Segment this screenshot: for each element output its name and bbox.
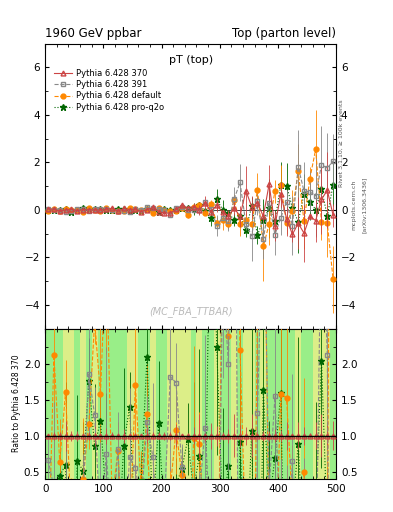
- Bar: [261, 329, 266, 479]
- Text: mcplots.cern.ch: mcplots.cern.ch: [352, 180, 357, 230]
- Bar: [214, 329, 220, 479]
- Bar: [92, 329, 97, 479]
- Bar: [249, 329, 255, 479]
- Bar: [324, 329, 330, 479]
- Text: (MC_FBA_TTBAR): (MC_FBA_TTBAR): [149, 306, 232, 317]
- Bar: [167, 329, 173, 479]
- Text: [arXiv:1306.3436]: [arXiv:1306.3436]: [362, 177, 367, 233]
- Bar: [313, 329, 319, 479]
- Text: Top (parton level): Top (parton level): [232, 27, 336, 40]
- Bar: [62, 329, 68, 479]
- Y-axis label: Ratio to Pythia 6.428 370: Ratio to Pythia 6.428 370: [12, 355, 21, 453]
- Text: Rivet 3.1.10, ≥ 100k events: Rivet 3.1.10, ≥ 100k events: [339, 99, 344, 187]
- Bar: [243, 329, 249, 479]
- Text: pT (top): pT (top): [169, 55, 213, 65]
- Bar: [179, 329, 185, 479]
- Bar: [150, 329, 156, 479]
- Bar: [196, 329, 202, 479]
- Bar: [295, 329, 301, 479]
- Bar: [173, 329, 179, 479]
- Bar: [127, 329, 132, 479]
- Bar: [319, 329, 324, 479]
- Bar: [68, 329, 74, 479]
- Bar: [185, 329, 191, 479]
- Legend: Pythia 6.428 370, Pythia 6.428 391, Pythia 6.428 default, Pythia 6.428 pro-q2o: Pythia 6.428 370, Pythia 6.428 391, Pyth…: [52, 68, 165, 113]
- Text: 1960 GeV ppbar: 1960 GeV ppbar: [45, 27, 142, 40]
- Bar: [80, 329, 86, 479]
- Bar: [231, 329, 237, 479]
- Bar: [132, 329, 138, 479]
